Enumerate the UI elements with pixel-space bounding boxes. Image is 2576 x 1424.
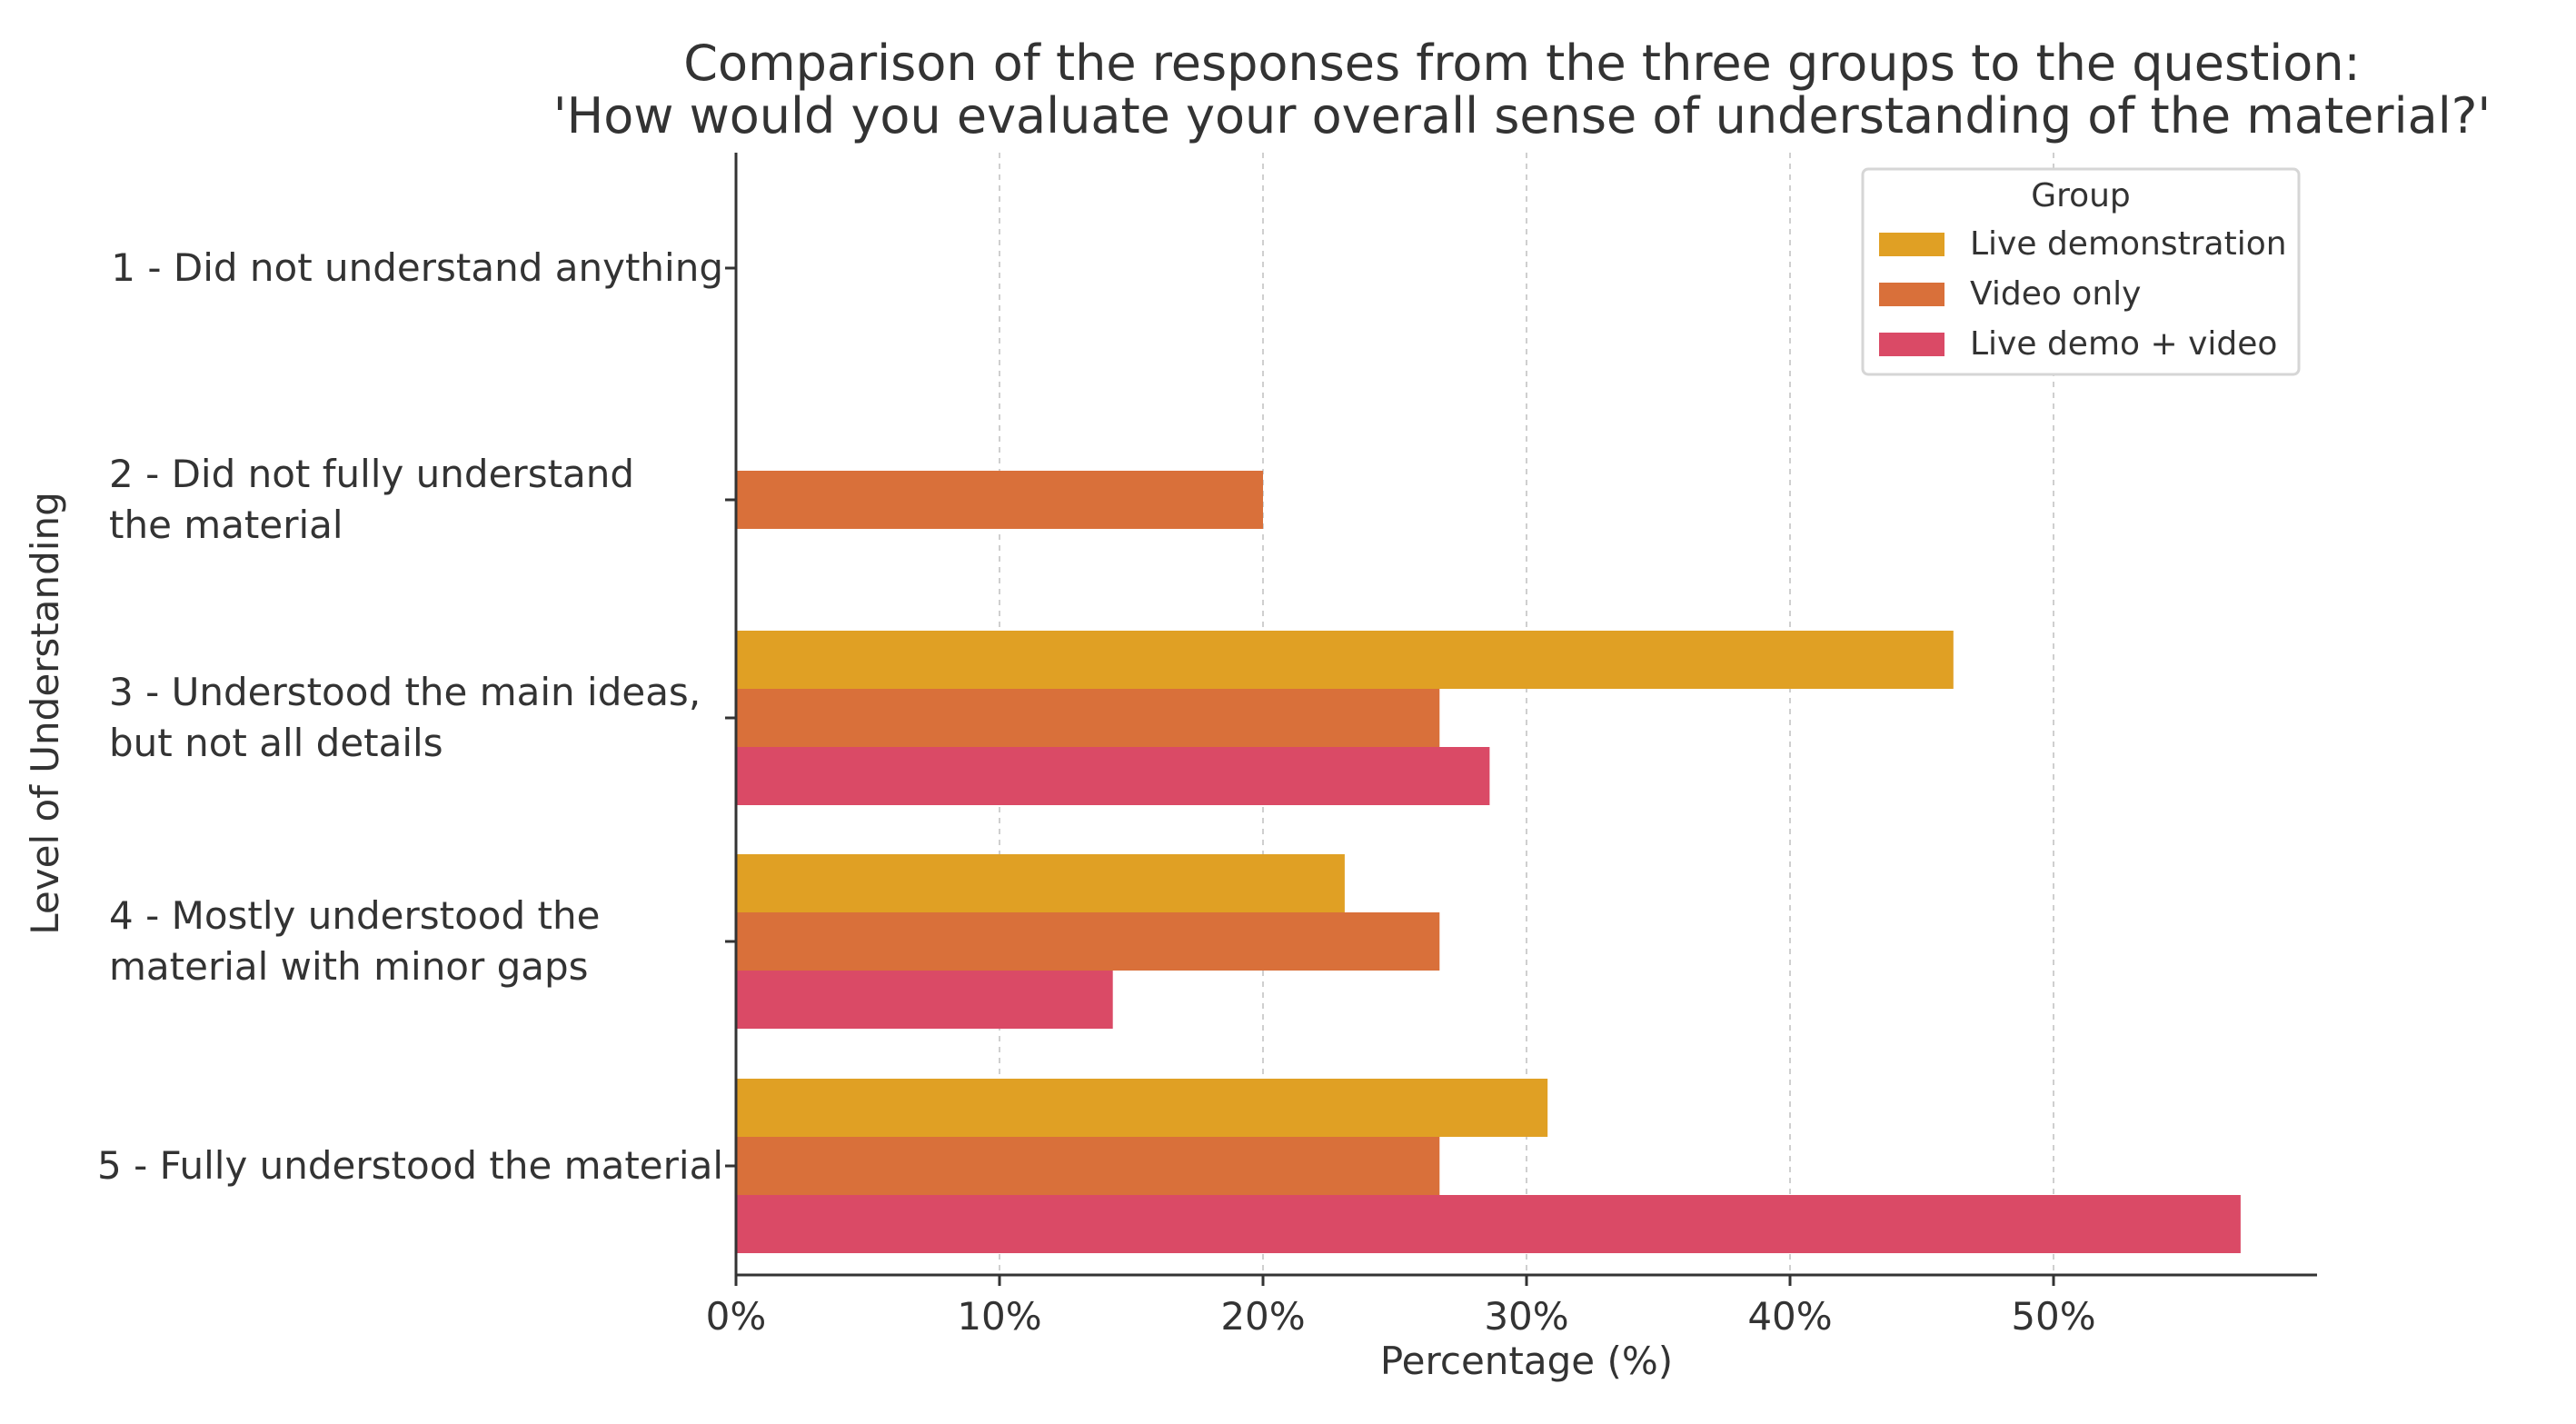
ticks-layer: 0% 10% 20% 30% 40% 50% xyxy=(706,266,2096,1339)
y-category-label-line: 2 - Did not fully understand xyxy=(109,452,634,496)
bar-live-demo-video-cat-3 xyxy=(736,747,1490,805)
y-category-label-line: material with minor gaps xyxy=(109,944,589,989)
y-axis-label: Level of Understanding xyxy=(23,492,67,935)
bar-video-only-cat-2 xyxy=(736,471,1263,529)
bar-video-only-cat-5 xyxy=(736,1137,1440,1195)
category-labels: 1 - Did not understand anything 2 - Did n… xyxy=(97,245,723,1188)
chart-subtitle: 'How would you evaluate your overall sen… xyxy=(553,87,2491,144)
bar-live-demo-video-cat-4 xyxy=(736,971,1113,1029)
x-tick-label: 0% xyxy=(706,1294,767,1339)
x-axis-label: Percentage (%) xyxy=(1380,1339,1673,1383)
bars-layer xyxy=(736,471,2241,1253)
y-category-label-line: 4 - Mostly understood the xyxy=(109,893,600,938)
bar-live-demonstration-cat-4 xyxy=(736,854,1345,912)
x-tick-label: 40% xyxy=(1747,1294,1832,1339)
bar-live-demo-video-cat-5 xyxy=(736,1195,2241,1253)
y-category-label: 1 - Did not understand anything xyxy=(111,245,723,290)
legend-label: Live demonstration xyxy=(1970,225,2287,263)
x-tick-label: 50% xyxy=(2011,1294,2095,1339)
chart-title: Comparison of the responses from the thr… xyxy=(683,35,2360,92)
y-category-label: 3 - Understood the main ideas, but not al… xyxy=(109,670,701,765)
y-category-label-line: 3 - Understood the main ideas, xyxy=(109,670,701,714)
legend-label: Live demo + video xyxy=(1970,325,2277,363)
bar-live-demonstration-cat-3 xyxy=(736,631,1954,689)
legend-swatch xyxy=(1879,333,1944,356)
y-category-label: 5 - Fully understood the material xyxy=(97,1143,723,1188)
y-category-label: 2 - Did not fully understand the material xyxy=(109,452,634,547)
legend-items: Live demonstration Video only Live demo + … xyxy=(1879,225,2287,363)
x-tick-label: 30% xyxy=(1484,1294,1568,1339)
bar-video-only-cat-3 xyxy=(736,689,1440,747)
bar-live-demonstration-cat-5 xyxy=(736,1079,1548,1137)
legend-swatch xyxy=(1879,283,1944,306)
y-category-label-line: 5 - Fully understood the material xyxy=(97,1143,723,1188)
legend-box xyxy=(1861,167,2301,376)
y-category-label-line: the material xyxy=(109,503,343,547)
y-category-label-line: 1 - Did not understand anything xyxy=(111,245,723,290)
legend-title: Group xyxy=(2031,177,2131,214)
x-tick-label: 10% xyxy=(957,1294,1041,1339)
y-category-label-line: but not all details xyxy=(109,721,443,765)
bar-video-only-cat-4 xyxy=(736,912,1440,971)
legend-swatch xyxy=(1879,233,1944,256)
x-tick-label: 20% xyxy=(1220,1294,1305,1339)
y-category-label: 4 - Mostly understood the material with m… xyxy=(109,893,600,989)
legend-label: Video only xyxy=(1970,275,2141,313)
